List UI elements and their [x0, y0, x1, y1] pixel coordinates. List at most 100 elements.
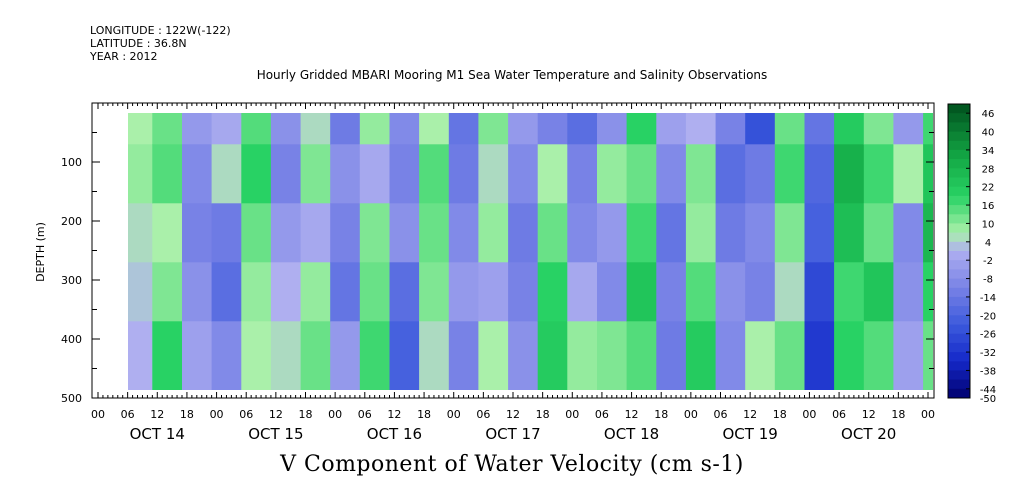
heatmap-cell — [152, 113, 183, 145]
x-tick-label: 00 — [447, 408, 461, 421]
heatmap-cell — [448, 113, 479, 145]
heatmap-cell — [241, 262, 272, 322]
x-tick-label: 12 — [625, 408, 639, 421]
colorbar-swatch — [948, 361, 970, 371]
heatmap-cell — [834, 113, 865, 145]
x-tick-label: 12 — [506, 408, 520, 421]
heatmap-cell — [359, 113, 390, 145]
x-tick-label: 18 — [417, 408, 431, 421]
heatmap-cell — [300, 321, 331, 390]
colorbar-label: 22 — [982, 183, 995, 194]
heatmap-cell — [685, 203, 717, 263]
heatmap-cell — [128, 203, 153, 263]
heatmap-cell — [152, 321, 183, 390]
y-tick-label: 400 — [61, 333, 82, 346]
heatmap-cell — [300, 144, 331, 204]
heatmap-cell — [478, 321, 509, 390]
heatmap-cell — [597, 113, 628, 145]
heatmap-cell — [128, 113, 153, 145]
x-tick-label: 18 — [536, 408, 550, 421]
heatmap-cell — [597, 262, 628, 322]
colorbar-frame — [947, 103, 971, 399]
colorbar-swatch — [948, 195, 970, 206]
y-tick-label: 100 — [61, 156, 82, 169]
colorbar-label: 40 — [982, 128, 995, 139]
heatmap-cell — [270, 113, 302, 145]
colorbar-swatch — [948, 278, 970, 289]
x-tick-label: 12 — [862, 408, 876, 421]
x-tick-label: 06 — [121, 408, 135, 421]
x-tick-label: 00 — [684, 408, 698, 421]
colorbar-swatch — [948, 168, 970, 178]
colorbar-label: -32 — [980, 348, 996, 359]
colorbar-swatch — [948, 113, 970, 123]
heatmap-cell — [508, 113, 539, 145]
heatmap-cell — [419, 262, 450, 322]
y-tick-label: 500 — [61, 392, 82, 405]
heatmap-cell — [182, 203, 213, 263]
heatmap-cell — [211, 321, 242, 390]
x-tick-label: 12 — [269, 408, 283, 421]
heatmap-cell — [241, 144, 272, 204]
x-tick-label: 06 — [358, 408, 372, 421]
colorbar-label: -26 — [980, 330, 996, 341]
heatmap-cell — [359, 203, 390, 263]
x-tick-label: 18 — [299, 408, 313, 421]
colorbar-label: 28 — [982, 164, 995, 175]
colorbar-label: -14 — [980, 293, 996, 304]
heatmap-cell — [804, 262, 835, 322]
x-tick-label: 18 — [773, 408, 787, 421]
colorbar-swatch — [948, 370, 970, 381]
heatmap-cell — [715, 203, 746, 263]
x-tick-label: 06 — [239, 408, 253, 421]
colorbar-swatch — [948, 149, 970, 160]
chart-caption: V Component of Water Velocity (cm s-1) — [280, 452, 744, 477]
heatmap-cell — [389, 144, 420, 204]
heatmap-cell — [330, 113, 361, 145]
heatmap-cell — [745, 262, 776, 322]
heatmap-cell — [804, 321, 835, 390]
colorbar-swatch — [948, 352, 970, 362]
heatmap-cell — [300, 113, 331, 145]
heatmap-cell — [270, 321, 302, 390]
colorbar-swatch — [948, 269, 970, 280]
heatmap-cell — [300, 203, 331, 263]
heatmap-cell — [211, 144, 242, 204]
x-tick-label: 12 — [150, 408, 164, 421]
heatmap-cell — [804, 113, 835, 145]
x-tick-label: 18 — [654, 408, 668, 421]
colorbar-swatch — [948, 241, 970, 252]
heatmap-cell — [182, 321, 213, 390]
colorbar-label: 34 — [982, 146, 995, 157]
heatmap-cell — [597, 203, 628, 263]
x-tick-label: 06 — [595, 408, 609, 421]
colorbar-swatch — [948, 232, 970, 243]
x-day-label: OCT 16 — [367, 425, 422, 443]
colorbar-swatch — [948, 214, 970, 224]
colorbar-label: -20 — [980, 311, 996, 322]
colorbar-label: 4 — [985, 238, 991, 249]
x-tick-label: 00 — [921, 408, 935, 421]
heatmap-cell — [774, 144, 805, 204]
x-day-label: OCT 19 — [722, 425, 777, 443]
heatmap-cell — [656, 113, 687, 145]
x-tick-label: 00 — [91, 408, 105, 421]
colorbar-swatch — [948, 159, 970, 169]
heatmap-cell — [241, 321, 272, 390]
heatmap-cell — [419, 144, 450, 204]
colorbar-label: -38 — [980, 366, 996, 377]
heatmap-cell — [152, 203, 183, 263]
heatmap-cell — [656, 144, 687, 204]
heatmap-cell — [923, 144, 933, 204]
heatmap-cell — [774, 262, 805, 322]
x-tick-label: 12 — [387, 408, 401, 421]
heatmap-cell — [182, 113, 213, 145]
heatmap-cell — [597, 144, 628, 204]
heatmap-cell — [715, 144, 746, 204]
heatmap-cell — [389, 113, 420, 145]
colorbar-swatch — [948, 251, 970, 261]
heatmap-cell — [804, 144, 835, 204]
x-tick-label: 00 — [565, 408, 579, 421]
colorbar-swatch — [948, 379, 970, 390]
heatmap-cell — [923, 203, 933, 263]
